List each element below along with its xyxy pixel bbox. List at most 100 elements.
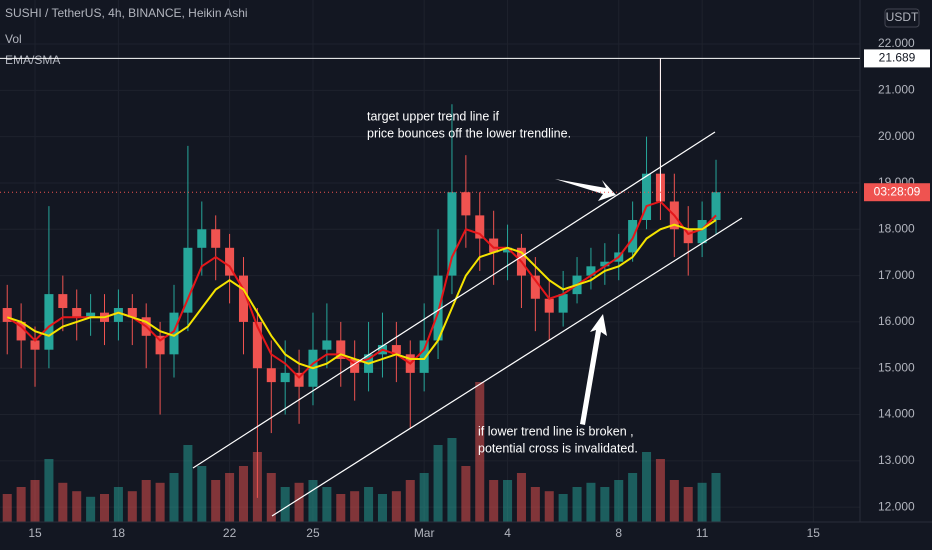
volume-bar	[586, 482, 596, 522]
volume-bar	[669, 480, 679, 522]
title: SUSHI / TetherUS, 4h, BINANCE, Heikin As…	[5, 6, 248, 20]
x-tick-label: 8	[615, 526, 622, 540]
candle-body	[280, 372, 290, 383]
candle-body	[238, 275, 249, 322]
y-tick-label: 21.000	[878, 82, 915, 96]
volume-bar	[461, 466, 471, 522]
price-label-box	[864, 49, 930, 68]
y-tick-label: 13.000	[878, 453, 915, 467]
candle-body	[600, 261, 610, 267]
candle-body	[503, 247, 513, 253]
candle-body	[44, 294, 54, 350]
volume-bar	[211, 480, 221, 522]
volume-bar	[99, 494, 110, 522]
overlay: 21.689 03:28:09	[0, 49, 930, 202]
indicator-line	[6, 219, 717, 370]
candle-body	[419, 340, 429, 373]
candle-body	[169, 312, 179, 355]
volume-bar	[113, 487, 123, 522]
volume-bar	[72, 491, 82, 522]
x-tick-label: 11	[696, 526, 709, 540]
volume-bar	[280, 487, 290, 522]
volume-bar	[44, 459, 54, 522]
indicator-label: EMA/SMA	[5, 53, 60, 67]
candle-body	[461, 192, 471, 216]
candle-body	[197, 229, 207, 248]
candle-body	[350, 358, 360, 373]
candle-body	[489, 238, 499, 253]
volume-bar	[86, 496, 96, 522]
x-tick-label: 15	[807, 526, 821, 540]
price-label: 21.689	[879, 51, 916, 65]
candle-body	[642, 173, 652, 221]
volume-bar	[628, 473, 638, 522]
volume-bar	[405, 480, 415, 522]
volume-bar	[197, 466, 207, 522]
volume-bar	[58, 482, 68, 522]
x-tick-label: Mar	[414, 526, 435, 540]
candle-body	[433, 275, 443, 341]
candle-body	[322, 340, 332, 350]
candle-body	[558, 294, 568, 313]
x-tick-label: 18	[112, 526, 126, 540]
indicator-layer	[6, 200, 717, 379]
candle-body	[294, 372, 304, 387]
volume-bar	[503, 480, 513, 522]
x-tick-label: 25	[306, 526, 320, 540]
candle-body	[711, 192, 721, 221]
volume-bar	[183, 445, 193, 522]
volume-bar	[336, 494, 346, 522]
volume-bar	[419, 473, 429, 522]
annotation: potential cross is invalidated.	[478, 441, 638, 455]
volume-bar	[294, 482, 304, 522]
candle-body	[155, 335, 165, 355]
candle-body	[225, 247, 235, 276]
volume-bar	[433, 445, 443, 522]
candle-body	[447, 192, 457, 276]
arrow	[555, 179, 616, 201]
candle-body	[72, 308, 82, 318]
y-tick-label: 18.000	[878, 221, 915, 235]
volume-bar	[225, 473, 235, 522]
candle-body	[86, 312, 96, 318]
volume-bar	[350, 491, 360, 522]
annotation: price bounces off the lower trendline.	[367, 126, 571, 140]
y-tick-label: 16.000	[878, 314, 915, 328]
candle-body	[697, 220, 707, 244]
candle-body	[544, 298, 554, 313]
annotation: if lower trend line is broken ,	[478, 424, 634, 438]
volume-bar	[169, 473, 179, 522]
candle-body	[16, 321, 26, 341]
x-tick-label: 4	[504, 526, 511, 540]
volume-bar	[600, 487, 610, 522]
volume-bar	[572, 487, 582, 522]
candle-body	[127, 308, 137, 318]
volume-bar	[391, 491, 401, 522]
candle-body	[336, 340, 346, 359]
volume-bar	[2, 494, 12, 522]
volume-bar	[127, 491, 137, 522]
volume-bar	[516, 473, 526, 522]
candle-body	[530, 275, 540, 299]
volume-bar	[711, 473, 721, 522]
volume-bar	[30, 480, 40, 522]
currency: USDT	[886, 10, 919, 24]
candle-body	[211, 229, 221, 248]
volume-bar	[141, 480, 151, 522]
candle-body	[683, 229, 693, 244]
countdown: 03:28:09	[874, 184, 921, 198]
volume-bar	[266, 473, 276, 522]
volume-bar	[530, 487, 540, 522]
x-tick-label: 22	[223, 526, 237, 540]
y-tick-label: 22.000	[878, 36, 915, 50]
y-tick-label: 15.000	[878, 360, 915, 374]
candle-body	[586, 266, 596, 276]
x-tick-label: 15	[28, 526, 42, 540]
candle-body	[58, 294, 68, 309]
countdown-box	[864, 183, 930, 202]
volume-bar	[697, 482, 707, 522]
candle-body	[475, 215, 485, 239]
volume-bar	[475, 382, 485, 522]
candle-body	[391, 345, 401, 355]
candle-body	[252, 321, 262, 369]
